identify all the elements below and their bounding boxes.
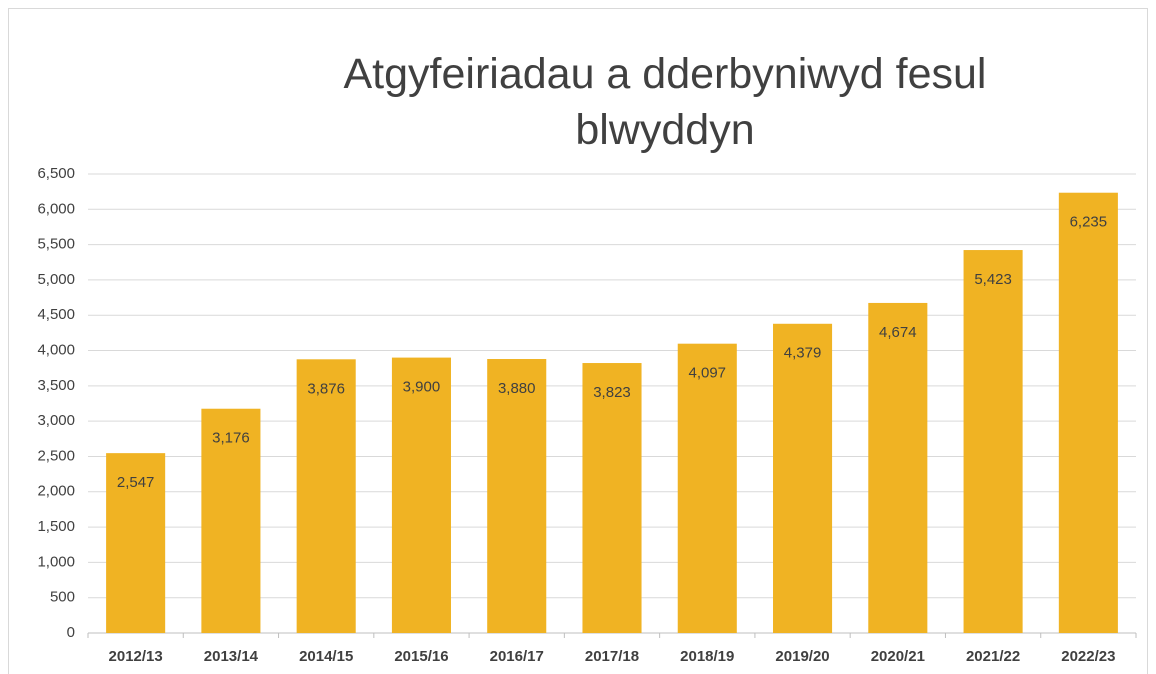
x-tick-label: 2013/14 [204,648,259,665]
x-tick-label: 2020/21 [871,648,925,665]
y-tick-label: 500 [50,589,75,606]
y-tick-label: 4,000 [37,342,75,359]
data-label: 3,900 [403,379,441,396]
bar [773,323,833,633]
bar [106,453,166,633]
data-label: 4,674 [879,324,917,341]
y-tick-label: 2,000 [37,483,75,500]
bar [868,302,928,633]
data-label: 4,097 [688,365,726,382]
data-label: 3,876 [307,380,345,397]
y-tick-label: 1,000 [37,553,75,570]
y-tick-label: 5,000 [37,271,75,288]
bar [391,357,451,633]
x-tick-label: 2018/19 [680,648,734,665]
data-label: 6,235 [1070,214,1108,231]
bar [582,363,642,633]
y-tick-label: 3,500 [37,377,75,394]
data-label: 3,823 [593,384,631,401]
bar [296,359,356,633]
x-tick-label: 2022/23 [1061,648,1115,665]
bar [1058,192,1118,633]
bar [487,359,547,633]
y-tick-label: 0 [67,624,75,641]
x-tick-label: 2019/20 [775,648,829,665]
y-tick-label: 3,000 [37,412,75,429]
data-label: 5,423 [974,271,1012,288]
y-tick-label: 6,000 [37,200,75,217]
y-tick-label: 5,500 [37,236,75,253]
x-tick-label: 2021/22 [966,648,1020,665]
bar [963,250,1023,633]
chart-border [8,8,1148,674]
data-label: 2,547 [117,474,155,491]
x-tick-label: 2016/17 [490,648,544,665]
data-label: 3,176 [212,430,250,447]
bar [677,343,737,633]
x-tick-label: 2012/13 [109,648,163,665]
chart-title: Atgyfeiriadau a dderbyniwyd fesul blwydd… [343,50,987,154]
y-tick-label: 2,500 [37,447,75,464]
x-tick-label: 2015/16 [394,648,448,665]
data-label: 4,379 [784,345,822,362]
bar [201,408,261,633]
x-tick-label: 2014/15 [299,648,353,665]
y-tick-label: 6,500 [37,165,75,182]
x-tick-label: 2017/18 [585,648,639,665]
y-tick-label: 4,500 [37,306,75,323]
y-tick-label: 1,500 [37,518,75,535]
data-label: 3,880 [498,380,536,397]
